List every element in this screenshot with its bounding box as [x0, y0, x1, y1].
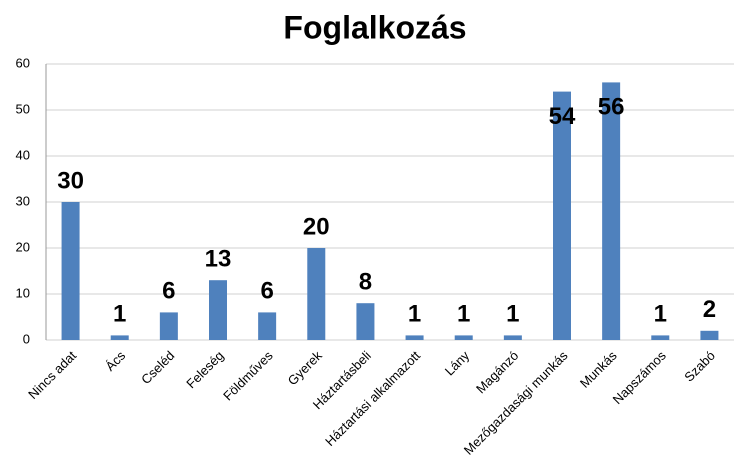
y-tick-label: 20: [16, 239, 30, 254]
x-tick-label: Feleség: [183, 348, 226, 391]
value-label: 13: [205, 246, 232, 273]
bar: [602, 82, 621, 341]
x-tick-label: Mezőgazdasági munkás: [461, 348, 571, 458]
value-label: 54: [549, 103, 576, 130]
bar: [307, 248, 326, 340]
bar: [258, 312, 277, 340]
bar: [110, 335, 129, 340]
x-tick-label: Szabó: [681, 348, 718, 385]
bar: [700, 330, 719, 340]
x-tick-label: Cseléd: [138, 348, 177, 387]
y-tick-label: 30: [16, 193, 30, 208]
value-label: 1: [506, 301, 519, 328]
value-label: 6: [260, 278, 273, 305]
x-tick-label: Munkás: [577, 348, 620, 391]
value-label: 6: [162, 278, 175, 305]
x-tick-label: Nincs adat: [25, 348, 79, 402]
value-label: 2: [703, 296, 716, 323]
bar: [61, 202, 80, 340]
bar: [209, 280, 227, 340]
x-tick-label: Napszámos: [610, 348, 669, 407]
y-tick-label: 60: [16, 55, 30, 70]
value-label: 1: [654, 301, 667, 328]
x-tick-label: Lány: [442, 348, 473, 379]
value-label: 8: [359, 269, 372, 296]
x-tick-label: Háztartási alkalmazott: [322, 348, 423, 449]
value-label: 1: [457, 301, 470, 328]
bar: [356, 303, 375, 340]
bar: [159, 312, 178, 340]
x-tick-label: Gyerek: [285, 348, 326, 389]
bar: [405, 335, 424, 340]
y-tick-label: 10: [16, 285, 30, 300]
y-tick-label: 0: [23, 331, 30, 346]
x-tick-label: Ács: [102, 348, 128, 374]
value-label: 1: [113, 301, 126, 328]
value-label: 20: [303, 213, 330, 240]
y-tick-label: 50: [16, 101, 30, 116]
chart-title: Foglalkozás: [283, 9, 466, 45]
value-label: 1: [408, 301, 421, 328]
bar: [553, 91, 571, 340]
x-tick-label: Magánzó: [473, 348, 521, 396]
value-label: 30: [57, 167, 84, 194]
bar: [503, 335, 522, 340]
x-tick-label: Földműves: [220, 348, 276, 404]
y-tick-label: 40: [16, 147, 30, 162]
bar: [454, 335, 473, 340]
bar: [651, 335, 670, 340]
value-label: 56: [598, 94, 625, 121]
